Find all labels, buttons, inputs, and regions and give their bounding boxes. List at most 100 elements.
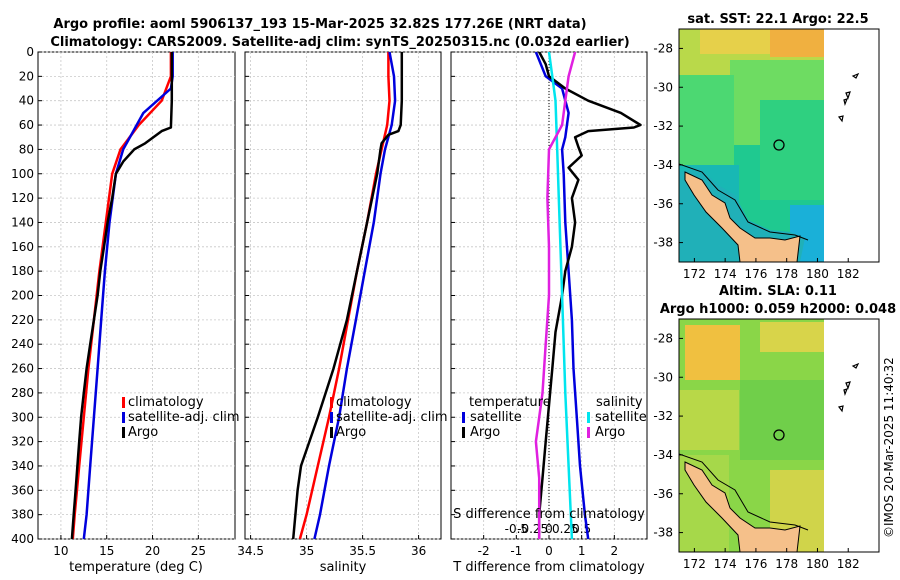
temperature-series: [70, 52, 174, 539]
tick-label-y: 260: [11, 362, 34, 376]
difference-series: [534, 52, 642, 539]
map-tick-label-y: -28: [653, 41, 673, 55]
sla-map-ticks: 172 174 176 178 180 182 -28 -30 -32 -34 -36 -38: [653, 331, 859, 571]
tick-label-y: 140: [11, 215, 34, 229]
tick-label-y: 60: [19, 118, 34, 132]
tick-label-x: 1: [578, 544, 586, 558]
map-tick-label-x: 172: [683, 557, 706, 571]
series-line-argo: [70, 52, 174, 539]
tick-label-y: 0: [26, 45, 34, 59]
tick-label-x: 0: [545, 544, 553, 558]
temperature-xlabel: temperature (deg C): [69, 560, 203, 575]
sla-map-land-mask: [824, 319, 879, 552]
tick-label-y: 220: [11, 313, 34, 327]
tick-label-y: 80: [19, 142, 34, 156]
salinity-legend: climatology satellite-adj. clim Argo: [330, 395, 448, 440]
map-tick-label-x: 178: [775, 557, 798, 571]
map-tick-label-x: 176: [744, 267, 767, 281]
map-tick-label-y: -30: [653, 370, 673, 384]
series-line-s-satellite: [547, 52, 574, 539]
tick-label-x: 25: [191, 544, 206, 558]
tick-label-y: 360: [11, 483, 34, 497]
difference-panel: -2 -1 0 1 2-0.5-0.250 0.250.5 T difference fr…: [450, 51, 648, 575]
tick-label-x2: -0.5: [505, 522, 528, 536]
legend-label-argo: Argo: [128, 425, 158, 440]
legend-label-s-argo: Argo: [595, 425, 625, 440]
tick-label-y: 320: [11, 435, 34, 449]
map-tick-label-y: -38: [653, 526, 673, 540]
map-tick-label-x: 180: [806, 267, 829, 281]
map-tick-label-y: -36: [653, 197, 673, 211]
sst-map-argo-marker: [773, 139, 785, 151]
legend-swatch-satellite-adj: [330, 412, 333, 423]
salinity-panel: 34.5 35 35.5 36 salinity climatology satell…: [237, 51, 448, 575]
legend-swatch-satellite-adj: [122, 412, 125, 423]
legend-label-satellite-adj: satellite-adj. clim: [128, 410, 240, 425]
legend-title-salinity: salinity: [596, 395, 643, 410]
tick-label-y: 20: [19, 69, 34, 83]
tick-label-x: -1: [510, 544, 522, 558]
sla-map-argo-marker: [773, 429, 785, 441]
salinity-xlabel: salinity: [320, 560, 367, 575]
temperature-legend: climatology satellite-adj. clim Argo: [122, 395, 240, 440]
difference-xlabel-s: S difference from climatology: [453, 507, 645, 522]
series-line-satellite-adj-clim: [313, 52, 397, 539]
map-tick-label-x: 182: [837, 267, 860, 281]
sst-map-ticks: 172 174 176 178 180 182 -28 -30 -32 -34 -36 -38: [653, 41, 859, 281]
legend-label-satellite-adj: satellite-adj. clim: [336, 410, 448, 425]
tick-label-y: 340: [11, 459, 34, 473]
sla-map-title-line2: Argo h1000: 0.059 h2000: 0.048: [660, 302, 896, 317]
tick-label-x: 35.5: [349, 544, 376, 558]
legend-swatch-t-argo: [462, 427, 465, 438]
legend-swatch-argo: [122, 427, 125, 438]
sla-map-panel: Altim. SLA: 0.11 Argo h1000: 0.059 h2000…: [653, 284, 896, 571]
tick-label-y: 240: [11, 337, 34, 351]
legend-label-argo: Argo: [336, 425, 366, 440]
difference-xlabel-t: T difference from climatology: [452, 560, 645, 575]
salinity-ticks: 34.5 35 35.5 36: [237, 51, 426, 558]
map-tick-label-x: 176: [744, 557, 767, 571]
figure-title-line1: Argo profile: aoml 5906137_193 15-Mar-20…: [53, 17, 586, 32]
map-tick-label-y: -34: [653, 158, 673, 172]
series-line-argo: [291, 52, 404, 539]
legend-label-climatology: climatology: [128, 395, 204, 410]
tick-label-x: 35: [299, 544, 314, 558]
tick-label-x: 36: [411, 544, 426, 558]
legend-label-s-satellite: satellite: [595, 410, 647, 425]
sst-map-axes-box: [678, 28, 880, 263]
legend-swatch-s-satellite: [587, 412, 590, 423]
sla-map-axes-box: [678, 318, 880, 553]
tick-label-x: 34.5: [237, 544, 264, 558]
series-line-s-argo: [534, 52, 577, 539]
map-tick-label-y: -34: [653, 448, 673, 462]
map-tick-label-x: 182: [837, 557, 860, 571]
tick-label-y: 300: [11, 410, 34, 424]
legend-swatch-argo: [330, 427, 333, 438]
sst-map-title: sat. SST: 22.1 Argo: 22.5: [687, 12, 868, 27]
temperature-panel: 0 20 40 60 80 100 120 140 160 180 200 220 240 260 280 3…: [11, 45, 240, 575]
legend-swatch-climatology: [122, 397, 125, 408]
legend-label-climatology: climatology: [336, 395, 412, 410]
map-tick-label-y: -38: [653, 236, 673, 250]
legend-swatch-t-satellite: [462, 412, 465, 423]
map-tick-label-x: 174: [714, 557, 737, 571]
tick-label-y: 100: [11, 167, 34, 181]
tick-label-x: 10: [53, 544, 68, 558]
tick-label-x2: 0: [545, 522, 553, 536]
legend-label-t-argo: Argo: [470, 425, 500, 440]
sla-map-title-line1: Altim. SLA: 0.11: [719, 284, 837, 299]
figure-title-line2: Climatology: CARS2009. Satellite-adj cli…: [50, 35, 629, 50]
map-tick-label-y: -32: [653, 119, 673, 133]
map-tick-label-y: -36: [653, 487, 673, 501]
tick-label-y: 380: [11, 508, 34, 522]
temperature-grid: [38, 51, 235, 540]
tick-label-y: 180: [11, 264, 34, 278]
tick-label-x: -2: [478, 544, 490, 558]
map-tick-label-x: 172: [683, 267, 706, 281]
map-tick-label-x: 174: [714, 267, 737, 281]
map-tick-label-y: -32: [653, 409, 673, 423]
legend-swatch-climatology: [330, 397, 333, 408]
legend-label-t-satellite: satellite: [470, 410, 522, 425]
map-tick-label-y: -30: [653, 80, 673, 94]
